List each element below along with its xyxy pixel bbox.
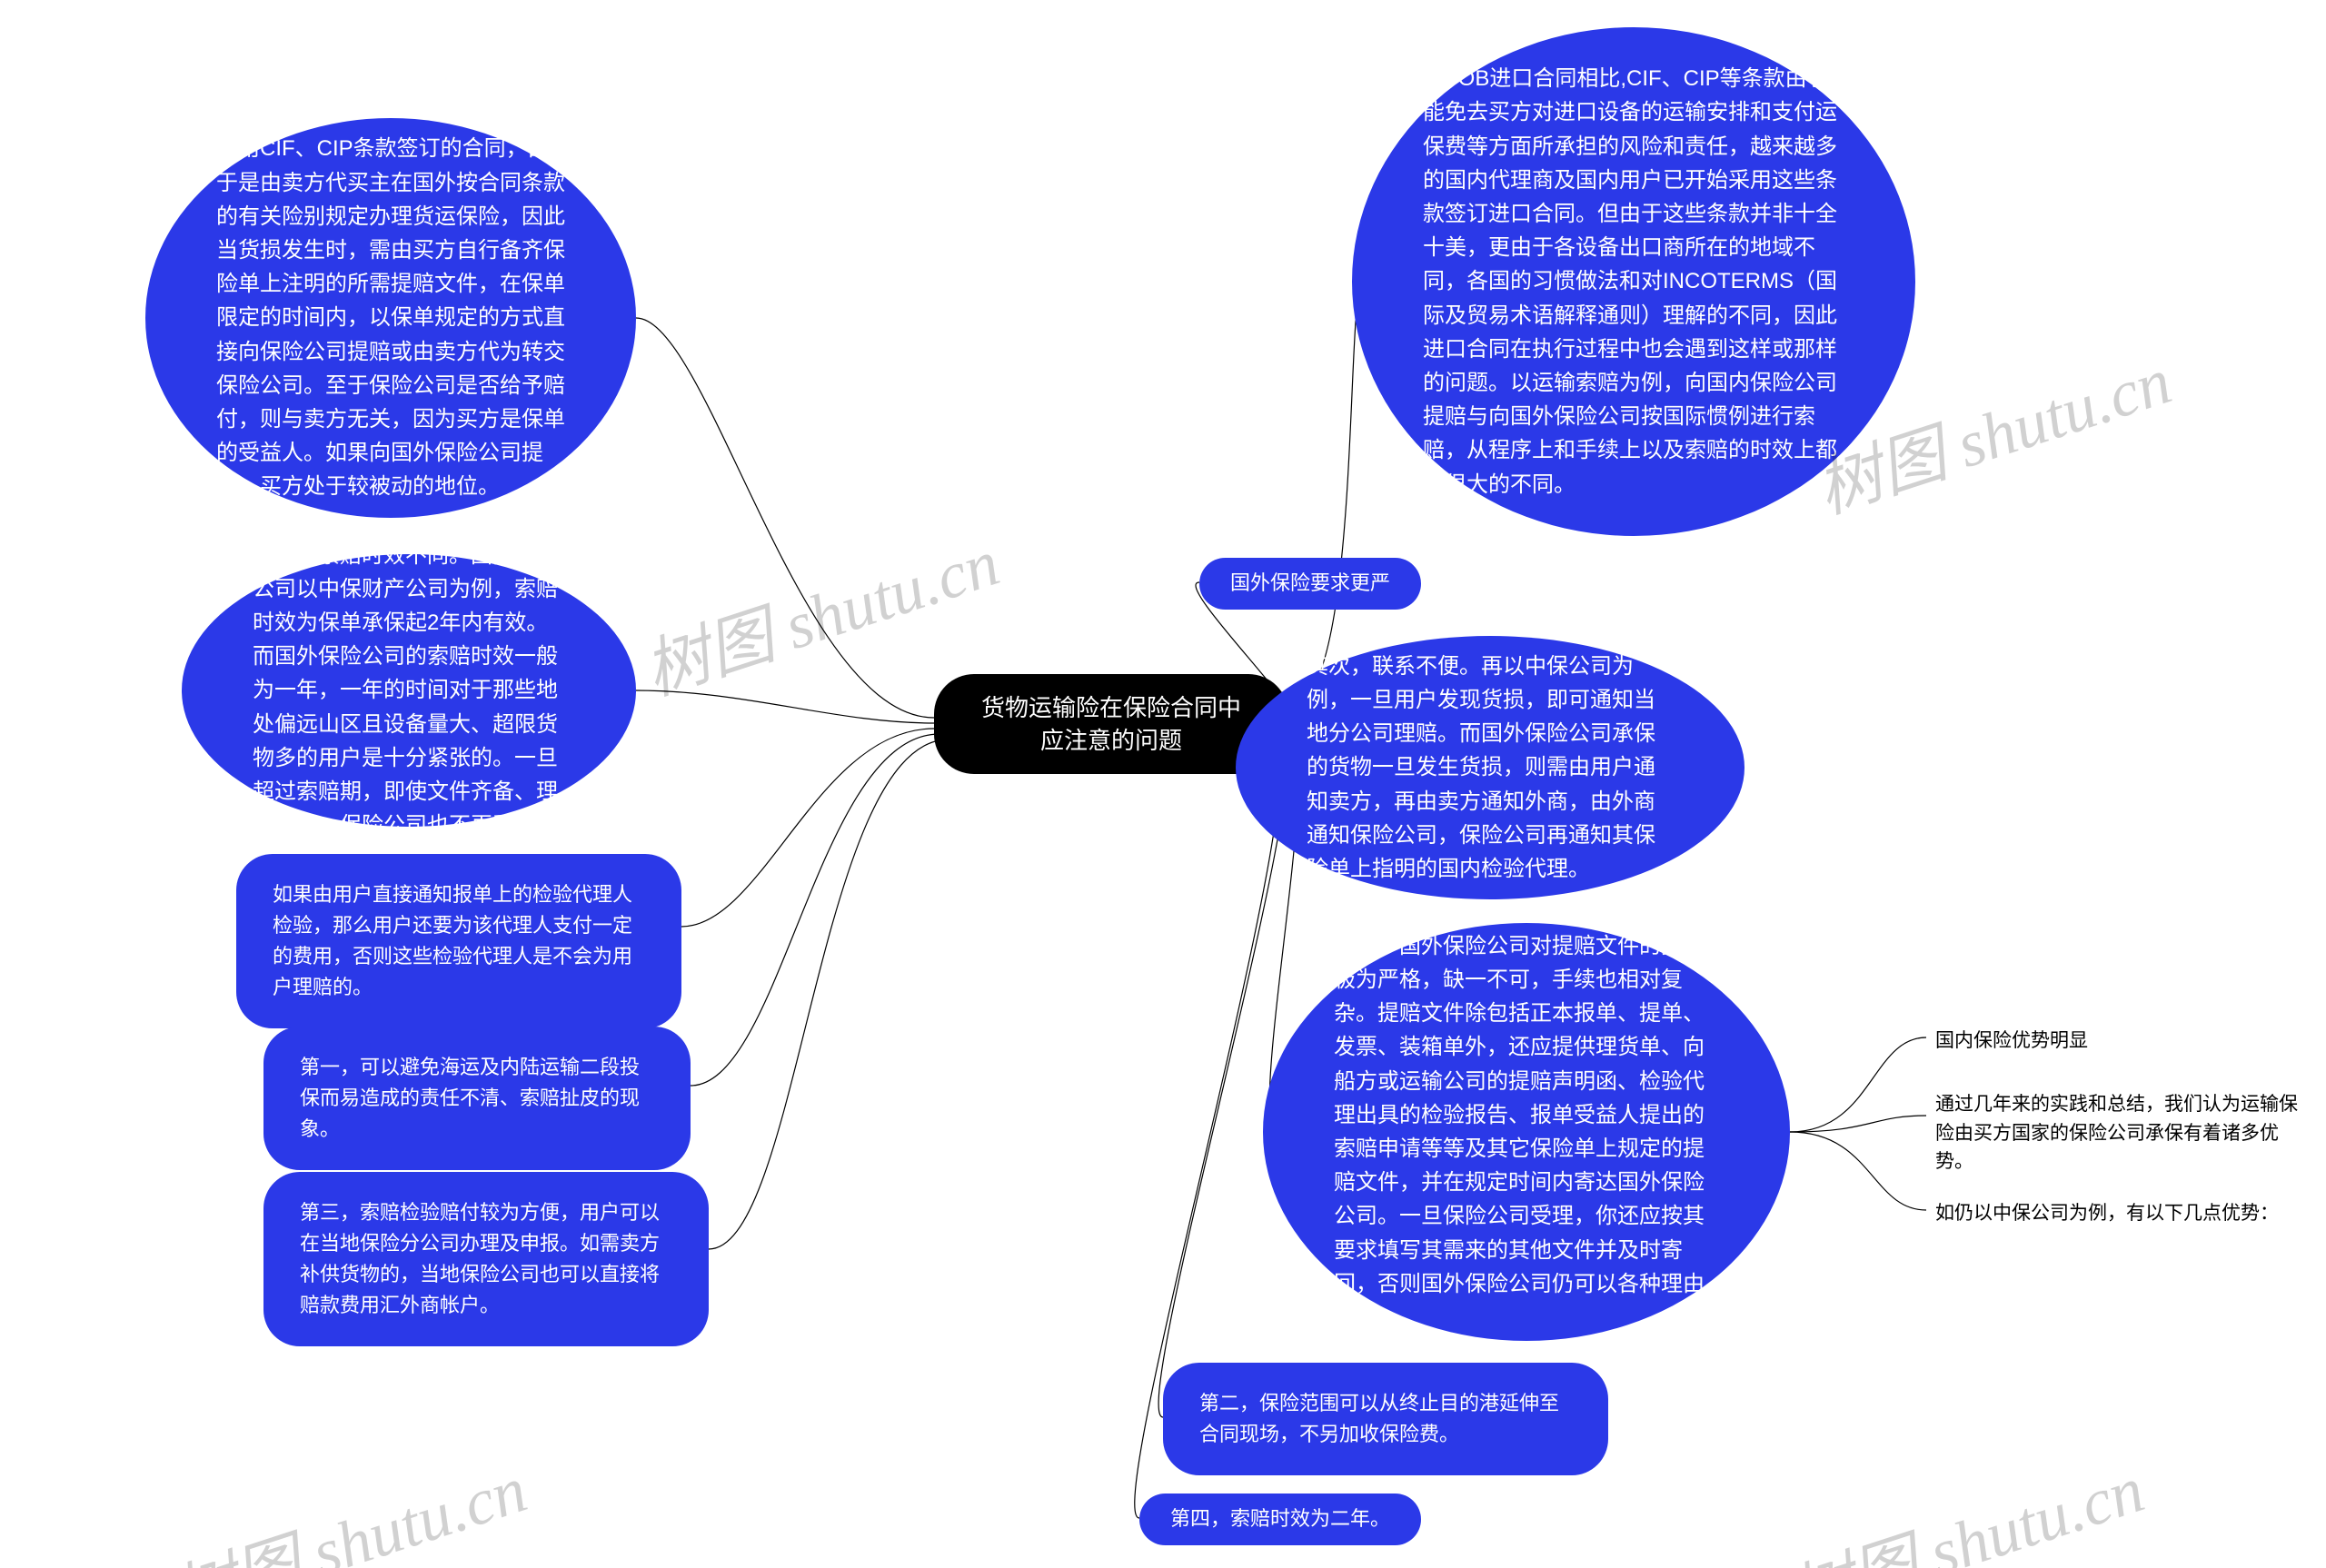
left-node-2-text: 首先，索赔时效不同。国内保险公司以中保财产公司为例，索赔时效为保单承保起2年内有… (253, 539, 565, 843)
left-node-1[interactable]: 使用CIF、CIP条款签订的合同，由于是由卖方代买主在国外按合同条款的有关险别规… (145, 118, 636, 518)
mindmap-canvas: 货物运输险在保险合同中 应注意的问题 使用CIF、CIP条款签订的合同，由于是由… (0, 0, 2326, 1568)
edge (1790, 1037, 1926, 1132)
right-node-1[interactable]: 与FOB进口合同相比,CIF、CIP等条款由于能免去买方对进口设备的运输安排和支… (1352, 27, 1915, 536)
watermark: 树图 shutu.cn (158, 1435, 537, 1568)
right-node-6[interactable]: 第四，索赔时效为二年。 (1139, 1494, 1421, 1545)
right-node-6-text: 第四，索赔时效为二年。 (1170, 1506, 1390, 1533)
left-node-4[interactable]: 第一，可以避免海运及内陆运输二段投保而易造成的责任不清、索赔扯皮的现象。 (263, 1027, 691, 1170)
edge (1790, 1132, 1926, 1210)
right-node-4-text: 第三，国外保险公司对提赔文件的要求极为严格，缺一不可，手续也相对复杂。提赔文件除… (1334, 929, 1719, 1335)
left-node-3[interactable]: 如果由用户直接通知报单上的检验代理人检验，那么用户还要为该代理人支付一定的费用，… (236, 854, 681, 1028)
left-node-3-text: 如果由用户直接通知报单上的检验代理人检验，那么用户还要为该代理人支付一定的费用，… (273, 879, 645, 1003)
left-node-5[interactable]: 第三，索赔检验赔付较为方便，用户可以在当地保险分公司办理及申报。如需卖方补供货物… (263, 1172, 709, 1346)
root-line2: 应注意的问题 (981, 724, 1241, 757)
root-line1: 货物运输险在保险合同中 (981, 691, 1241, 724)
right-node-5-text: 第二，保险范围可以从终止目的港延伸至合同现场，不另加收保险费。 (1199, 1388, 1572, 1450)
right-node-5[interactable]: 第二，保险范围可以从终止目的港延伸至合同现场，不另加收保险费。 (1163, 1363, 1608, 1475)
left-node-1-text: 使用CIF、CIP条款签订的合同，由于是由卖方代买主在国外按合同条款的有关险别规… (216, 132, 565, 503)
right-node-2-text: 国外保险要求更严 (1230, 571, 1390, 597)
right-node-1-text: 与FOB进口合同相比,CIF、CIP等条款由于能免去买方对进口设备的运输安排和支… (1423, 62, 1844, 501)
right-node-3[interactable]: 其次，联系不便。再以中保公司为例，一旦用户发现货损，即可通知当地分公司理赔。而国… (1236, 636, 1744, 899)
leaf-3-text: 如仍以中保公司为例，有以下几点优势： (1935, 1203, 2279, 1224)
edge (1288, 282, 1363, 709)
right-node-3-text: 其次，联系不便。再以中保公司为例，一旦用户发现货损，即可通知当地分公司理赔。而国… (1307, 650, 1674, 886)
edge (1790, 1116, 1926, 1132)
left-node-2[interactable]: 首先，索赔时效不同。国内保险公司以中保财产公司为例，索赔时效为保单承保起2年内有… (182, 554, 636, 827)
watermark: 树图 shutu.cn (1775, 1435, 2154, 1568)
edge (691, 734, 939, 1086)
left-node-5-text: 第三，索赔检验赔付较为方便，用户可以在当地保险分公司办理及申报。如需卖方补供货物… (300, 1197, 672, 1321)
right-node-2[interactable]: 国外保险要求更严 (1199, 558, 1421, 610)
leaf-3: 如仍以中保公司为例，有以下几点优势： (1935, 1199, 2299, 1228)
leaf-1: 国内保险优势明显 (1935, 1027, 2262, 1056)
leaf-1-text: 国内保险优势明显 (1935, 1030, 2088, 1051)
edge (1158, 738, 1287, 1417)
leaf-2: 通过几年来的实践和总结，我们认为运输保险由买方国家的保险公司承保有着诸多优势。 (1935, 1090, 2299, 1176)
edge (636, 318, 934, 718)
leaf-2-text: 通过几年来的实践和总结，我们认为运输保险由买方国家的保险公司承保有着诸多优势。 (1935, 1094, 2298, 1172)
edge (681, 729, 934, 927)
edge (636, 690, 934, 723)
edge (709, 739, 949, 1249)
right-node-4[interactable]: 第三，国外保险公司对提赔文件的要求极为严格，缺一不可，手续也相对复杂。提赔文件除… (1263, 923, 1790, 1341)
left-node-4-text: 第一，可以避免海运及内陆运输二段投保而易造成的责任不清、索赔扯皮的现象。 (300, 1052, 654, 1145)
